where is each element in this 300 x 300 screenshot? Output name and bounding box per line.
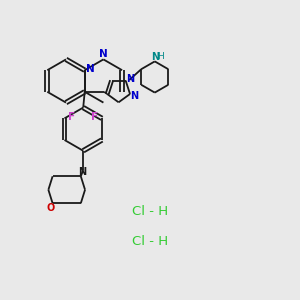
Text: N: N <box>126 74 134 84</box>
Text: Cl - H: Cl - H <box>132 235 168 248</box>
Text: N: N <box>78 167 86 177</box>
Text: O: O <box>46 203 54 213</box>
Text: F: F <box>91 112 98 122</box>
Text: N: N <box>99 49 108 59</box>
Text: H: H <box>158 52 164 61</box>
Text: N: N <box>152 52 160 61</box>
Text: F: F <box>68 112 75 122</box>
Text: N: N <box>86 64 94 74</box>
Text: Cl - H: Cl - H <box>132 205 168 218</box>
Text: N: N <box>130 91 138 101</box>
